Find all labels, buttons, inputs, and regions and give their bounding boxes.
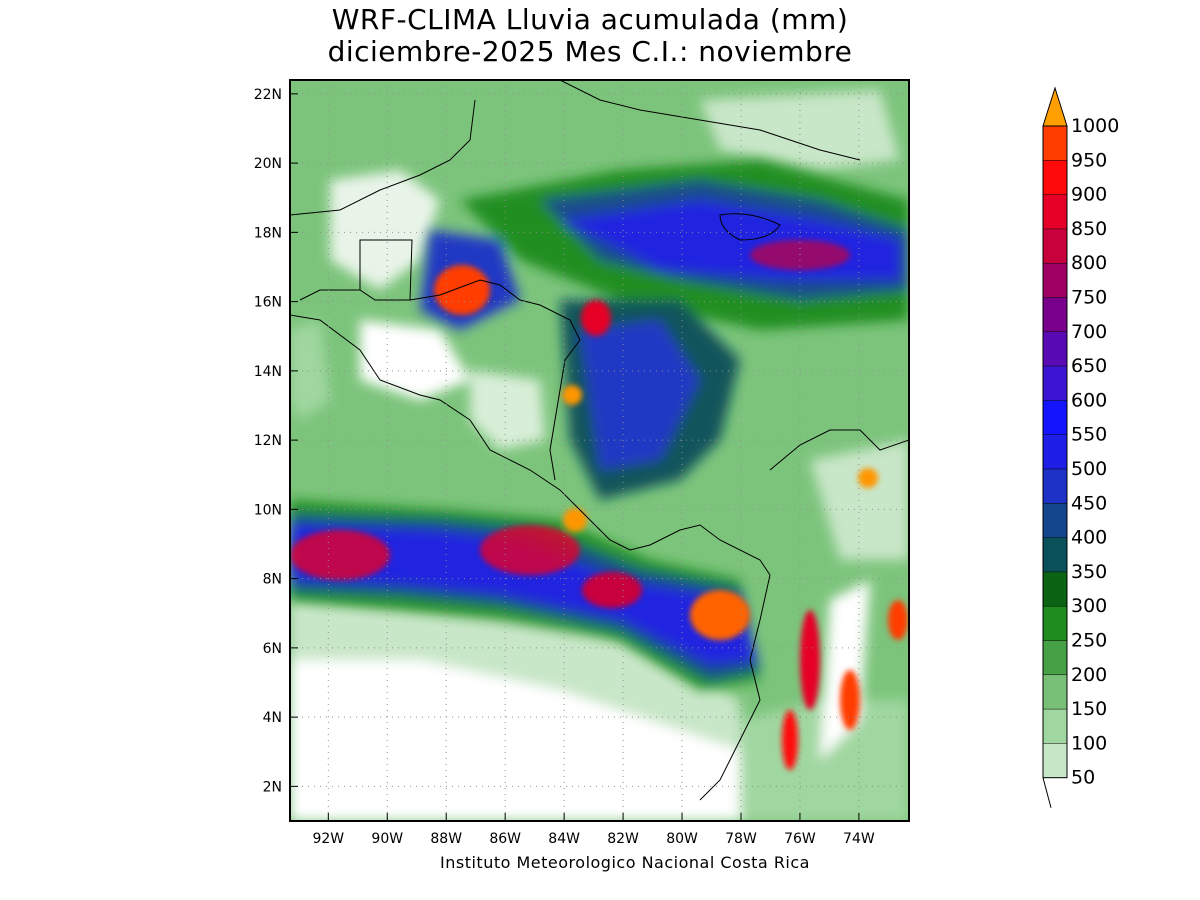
colorbar-label: 350: [1071, 561, 1107, 583]
colorbar-label: 300: [1071, 595, 1107, 617]
colorbar-label: 600: [1071, 389, 1107, 411]
colorbar-box: [1043, 263, 1067, 298]
colorbar-box: [1043, 366, 1067, 401]
colorbar-box: [1043, 126, 1067, 161]
lon-tick-label: 82W: [607, 831, 639, 847]
map-title-line1: WRF-CLIMA Lluvia acumulada (mm): [331, 3, 849, 36]
map-title-line2: diciembre-2025 Mes C.I.: noviembre: [327, 35, 853, 68]
colorbar-label: 700: [1071, 321, 1107, 343]
lat-tick-label: 4N: [263, 710, 282, 726]
colorbar-box: [1043, 434, 1067, 469]
colorbar-label: 800: [1071, 252, 1107, 274]
lat-tick-label: 12N: [254, 433, 282, 449]
colorbar-label: 900: [1071, 184, 1107, 206]
colorbar-box: [1043, 674, 1067, 710]
colorbar-box: [1043, 297, 1067, 332]
colorbar-box: [1043, 709, 1067, 744]
lon-tick-label: 76W: [784, 831, 816, 847]
lon-tick-label: 90W: [371, 831, 403, 847]
colorbar-min-tail: [1042, 777, 1052, 808]
map-frame: [289, 79, 910, 822]
colorbar-max-arrow: [1042, 86, 1068, 127]
colorbar-box: [1043, 606, 1067, 641]
colorbar-box: [1043, 469, 1067, 504]
lat-tick-label: 2N: [263, 779, 282, 795]
lat-tick-label: 18N: [254, 225, 282, 241]
colorbar-label: 200: [1071, 664, 1107, 686]
lon-tick-label: 74W: [843, 831, 875, 847]
colorbar-label: 100: [1071, 732, 1107, 754]
lat-tick-label: 6N: [263, 641, 282, 657]
axis-ticks: 92W 90W 88W 86W 84W 82W 80W 78W 76W 74W 22N 20N 18N 1…: [254, 87, 875, 847]
colorbar-box: [1043, 400, 1067, 435]
colorbar-label: 450: [1071, 492, 1107, 514]
lon-tick-label: 92W: [312, 831, 344, 847]
colorbar-label: 550: [1071, 424, 1107, 446]
lat-tick-label: 8N: [263, 572, 282, 588]
colorbar-label: 250: [1071, 630, 1107, 652]
colorbar-box: [1043, 503, 1067, 538]
colorbar-box: [1043, 571, 1067, 607]
colorbar-label: 50: [1071, 767, 1095, 789]
lon-tick-label: 86W: [489, 831, 521, 847]
colorbar-label: 950: [1071, 149, 1107, 171]
colorbar-box: [1043, 228, 1067, 264]
colorbar-box: [1043, 537, 1067, 572]
lon-tick-label: 88W: [430, 831, 462, 847]
colorbar-label: 850: [1071, 218, 1107, 240]
colorbar-label: 750: [1071, 287, 1107, 309]
colorbar-label: 650: [1071, 355, 1107, 377]
lat-tick-label: 10N: [254, 502, 282, 518]
lon-tick-label: 80W: [666, 831, 698, 847]
rainfall-field: [290, 80, 909, 821]
colorbar-label: 500: [1071, 458, 1107, 480]
lat-tick-label: 22N: [254, 87, 282, 103]
colorbar-box: [1043, 194, 1067, 229]
colorbar-label: 1000: [1071, 115, 1119, 137]
lon-tick-label: 78W: [725, 831, 757, 847]
map-footer-credit: Instituto Meteorologico Nacional Costa R…: [440, 853, 810, 872]
colorbar-box: [1043, 331, 1067, 367]
lat-tick-label: 14N: [254, 364, 282, 380]
lon-tick-label: 84W: [548, 831, 580, 847]
colorbar-label: 400: [1071, 527, 1107, 549]
colorbar-box: [1043, 640, 1067, 675]
lat-tick-label: 16N: [254, 295, 282, 311]
colorbar-box: [1043, 743, 1067, 778]
colorbar-label: 150: [1071, 698, 1107, 720]
colorbar: 1000 950 900 850 800 750 700 650 600 550 500 450 400…: [1042, 86, 1119, 808]
colorbar-box: [1043, 160, 1067, 195]
lat-tick-label: 20N: [254, 156, 282, 172]
